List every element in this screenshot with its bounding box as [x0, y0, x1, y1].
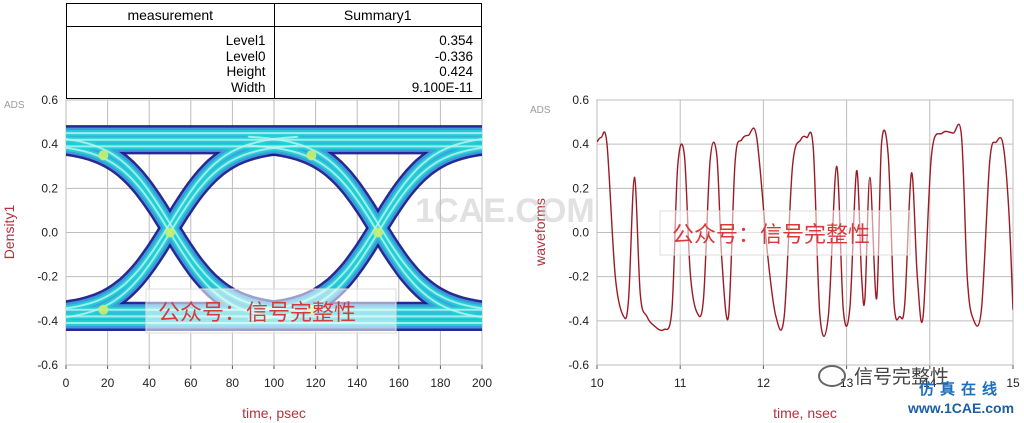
eye-crossing-hotspot [98, 304, 109, 315]
eye-y-tick-label: 0.2 [41, 181, 58, 195]
eye-crossing-hotspot [98, 150, 109, 161]
waveform-y-tick-labels: -0.6 -0.4 -0.2 0.0 0.2 0.4 0.6 [568, 93, 589, 372]
waveform-y-tick-label: -0.4 [568, 314, 589, 328]
eye-x-tick-label: 180 [430, 376, 450, 390]
eye-x-tick-label: 140 [347, 376, 367, 390]
eye-y-tick-label: -0.4 [37, 314, 58, 328]
waveform-x-tick-label: 12 [757, 376, 771, 390]
measurement-values: 0.354 -0.336 0.424 9.100E-11 [275, 27, 482, 99]
eye-y-tick-label: 0.0 [41, 226, 58, 240]
eye-x-tick-label: 40 [143, 376, 157, 390]
waveform-x-axis-label: time, nsec [773, 405, 837, 421]
summary-table: measurement Summary1 Level1 Level0 Heigh… [66, 3, 482, 99]
site-logo-url: www.1CAE.com [907, 400, 1015, 416]
eye-y-tick-label: -0.6 [37, 358, 58, 372]
wechat-watermark-box-left [145, 288, 397, 334]
site-logo-cn: 仿真在线 [918, 381, 1003, 398]
site-logo: 仿真在线 www.1CAE.com [902, 381, 1020, 421]
wechat-watermark-box-right [659, 210, 911, 256]
eye-x-tick-label: 0 [63, 376, 70, 390]
eye-x-tick-label: 80 [226, 376, 240, 390]
row-value-level0: -0.336 [434, 48, 473, 64]
waveform-x-tick-label: 11 [674, 376, 687, 390]
waveform-y-tick-label: 0.2 [572, 181, 589, 195]
eye-x-tick-label: 60 [184, 376, 198, 390]
eye-trace [66, 135, 298, 310]
eye-y-tick-label: 0.4 [41, 137, 58, 151]
row-value-height: 0.424 [439, 64, 473, 79]
row-value-width: 9.100E-11 [411, 79, 473, 95]
row-name-level0: Level0 [225, 48, 266, 64]
wechat-icon [818, 364, 846, 387]
eye-corner-label: ADS [4, 100, 25, 111]
summary-table-body: Level1 Level0 Height Width 0.354 -0.336 … [67, 27, 481, 99]
row-value-level1: 0.354 [439, 33, 473, 48]
measurement-header: measurement [67, 4, 275, 26]
eye-crossing-hotspot [306, 150, 317, 161]
row-name-width: Width [230, 79, 266, 95]
waveform-y-tick-label: 0.4 [572, 137, 589, 151]
summary1-header: Summary1 [343, 7, 412, 23]
row-name-level1: Level1 [225, 33, 266, 48]
eye-trace [248, 135, 482, 310]
wechat-watermark-right: 公众号：信号完整性 [672, 223, 870, 248]
eye-x-tick-label: 20 [101, 376, 115, 390]
waveform-corner-label: ADS [530, 105, 551, 116]
eye-crossing-hotspot [373, 227, 383, 238]
measurement-names: Level1 Level0 Height Width [67, 27, 275, 99]
waveform-y-tick-label: -0.6 [568, 358, 589, 372]
waveform-x-tick-label: 15 [1006, 376, 1020, 390]
waveform-y-tick-label: -0.2 [568, 270, 589, 284]
wechat-footer: 信号完整性 [818, 362, 949, 389]
waveform-y-tick-label: 0.0 [572, 226, 589, 240]
eye-x-tick-label: 160 [389, 376, 409, 390]
eye-y-tick-label: -0.2 [37, 270, 58, 284]
wechat-watermark-left: 公众号：信号完整性 [158, 301, 356, 326]
eye-x-tick-labels: 0 20 40 60 80 100 120 140 160 180 200 [63, 376, 493, 390]
eye-x-axis-label: time, psec [242, 405, 306, 421]
waveform-x-tick-label: 14 [923, 376, 937, 390]
eye-x-tick-label: 120 [306, 376, 326, 390]
eye-x-tick-label: 100 [264, 376, 284, 390]
waveform-y-axis-label: waveforms [532, 198, 548, 267]
row-name-height: Height [226, 64, 266, 79]
ghost-watermark: 1CAE.COM [415, 192, 594, 230]
eye-y-axis-label: Density1 [1, 205, 17, 260]
eye-crossing-hotspot [165, 227, 175, 238]
eye-y-tick-label: 0.6 [41, 93, 58, 107]
waveform-y-tick-label: 0.6 [572, 93, 589, 107]
eye-y-tick-labels: -0.6 -0.4 -0.2 0.0 0.2 0.4 0.6 [37, 93, 58, 372]
waveform-x-tick-label: 10 [590, 376, 604, 390]
summary-table-header: measurement Summary1 [67, 4, 481, 27]
eye-x-tick-label: 200 [472, 376, 492, 390]
wechat-footer-label: 信号完整性 [854, 367, 950, 388]
